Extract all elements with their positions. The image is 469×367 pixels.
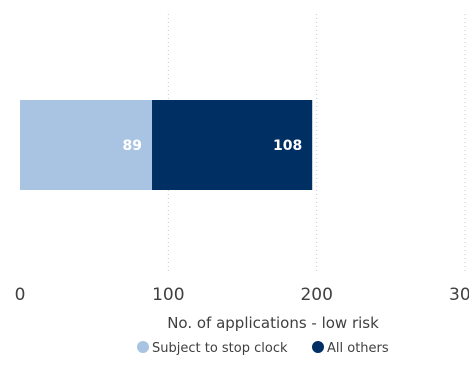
bar-segment-0 [20, 100, 153, 190]
bar-value-label-1: 108 [273, 138, 302, 154]
bar-value-label-0: 89 [123, 138, 142, 154]
bar-segment-1 [152, 100, 313, 190]
x-tick-labels: 0 100 200 300 [15, 285, 469, 305]
legend-label-1: All others [327, 341, 389, 356]
legend-label-0: Subject to stop clock [152, 341, 288, 356]
x-axis-title: No. of applications - low risk [167, 314, 379, 332]
x-tick-label-1: 100 [152, 285, 184, 305]
bars: 89 108 [20, 100, 313, 190]
x-tick-label-2: 200 [300, 285, 332, 305]
x-tick-label-0: 0 [15, 285, 26, 305]
x-tick-label-3: 300 [449, 285, 469, 305]
legend-marker-1 [312, 341, 324, 353]
legend: Subject to stop clock All others [137, 341, 389, 356]
legend-marker-0 [137, 341, 149, 353]
